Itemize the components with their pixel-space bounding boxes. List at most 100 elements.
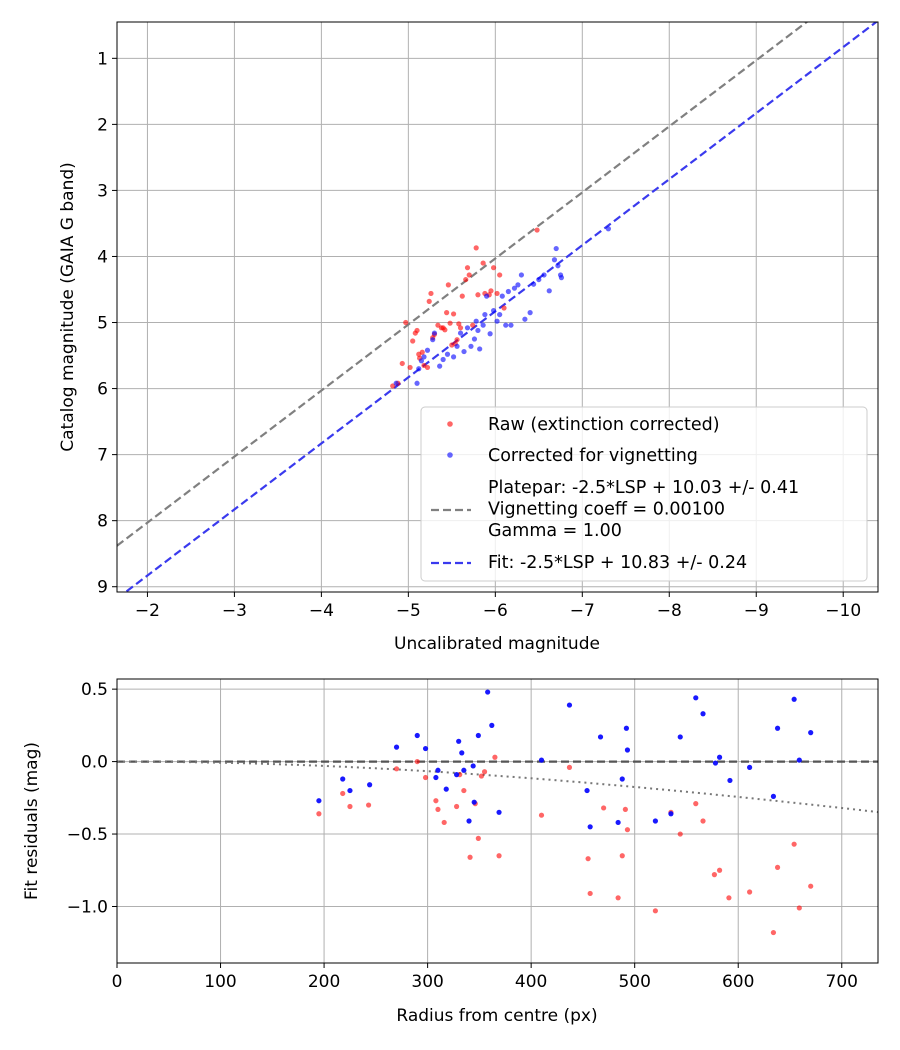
corrected-residual-point	[566, 702, 573, 708]
y-tick-label: 9	[97, 578, 108, 598]
corrected-residual-point	[489, 722, 495, 728]
corrected-residual-point	[538, 757, 545, 763]
raw-residual-point	[433, 798, 439, 804]
raw-point	[428, 290, 434, 297]
raw-residual-point	[467, 854, 473, 860]
corrected-residual-point	[433, 774, 439, 781]
raw-point	[457, 325, 464, 331]
raw-point	[490, 265, 497, 271]
corrected-point	[468, 343, 474, 349]
corrected-point	[450, 354, 457, 360]
legend-label-platepar: Platepar: -2.5*LSP + 10.03 +/- 0.41 Vigne…	[488, 478, 799, 541]
raw-residual-point	[652, 908, 658, 914]
legend-label-raw: Raw (extinction corrected)	[488, 415, 720, 435]
corrected-point	[555, 263, 561, 269]
raw-residual-point	[587, 890, 593, 897]
raw-point	[399, 360, 405, 367]
legend-label-line: Gamma = 1.00	[488, 521, 622, 541]
corrected-residual-point	[791, 696, 797, 702]
corrected-residual-point	[456, 738, 462, 744]
raw-residual-point	[435, 806, 441, 813]
corrected-residual-point	[393, 744, 400, 750]
corrected-point	[454, 343, 460, 349]
axes-frame	[116, 678, 879, 964]
corrected-point	[553, 245, 559, 252]
y-tick-label: 4	[97, 247, 108, 267]
raw-point	[445, 282, 451, 288]
corrected-point	[546, 288, 552, 294]
corrected-point	[457, 330, 464, 336]
corrected-residual-point	[367, 782, 373, 788]
raw-point	[419, 349, 425, 355]
x-tick-label: −7	[570, 601, 595, 621]
raw-residual-point	[693, 801, 699, 807]
corrected-point	[558, 275, 565, 281]
raw-residual-point	[538, 812, 545, 818]
raw-residual-point	[481, 769, 488, 775]
raw-point	[494, 290, 500, 297]
corrected-residual-point	[414, 732, 420, 739]
residuals-plot: 0 100 200 300 400 500 600 700 0.5 0.0 −0.5 −1.0 Ra…	[22, 678, 879, 1026]
corrected-residual-point	[712, 760, 719, 766]
corrected-point	[421, 354, 427, 360]
corrected-residual-point	[619, 776, 625, 782]
raw-point	[447, 320, 453, 326]
corrected-residual-point	[597, 734, 604, 740]
corrected-point	[497, 311, 503, 318]
raw-residual-point	[475, 835, 481, 841]
raw-residual-point	[700, 818, 706, 824]
corrected-residual-point	[693, 695, 699, 701]
raw-point	[442, 327, 448, 333]
corrected-residual-point	[770, 793, 777, 799]
raw-residual-point	[478, 773, 485, 779]
raw-residual-point	[619, 853, 625, 859]
y-tick-label: 5	[97, 314, 108, 334]
y-tick-label: 7	[97, 446, 108, 466]
corrected-point	[605, 226, 611, 232]
corrected-residual-point	[796, 757, 802, 763]
raw-residual-point	[316, 811, 322, 817]
x-tick-label: 100	[204, 972, 236, 992]
x-tick-label: −9	[744, 601, 769, 621]
raw-residual-point	[622, 806, 628, 813]
raw-residual-point	[492, 754, 498, 760]
y-tick-label: 2	[97, 115, 108, 135]
x-axis-label: Uncalibrated magnitude	[394, 634, 600, 654]
raw-point	[414, 327, 420, 334]
raw-residual-point	[441, 819, 447, 826]
corrected-residual-point	[471, 799, 477, 805]
raw-point	[501, 305, 507, 311]
x-tick-label: −8	[657, 601, 682, 621]
y-tick-label: 0.5	[81, 680, 108, 700]
y-axis-label: Fit residuals (mag)	[22, 742, 42, 900]
corrected-point	[505, 288, 511, 295]
x-tick-label: 500	[618, 972, 650, 992]
x-tick-label: 400	[515, 972, 547, 992]
raw-point	[473, 245, 479, 251]
corrected-point	[518, 272, 525, 278]
legend-marker-raw	[447, 421, 453, 427]
data-points	[316, 689, 814, 936]
corrected-residual-point	[587, 824, 593, 830]
corrected-point	[490, 308, 497, 314]
raw-residual-point	[347, 803, 353, 810]
y-tick-label: 0.0	[81, 753, 108, 773]
x-tick-label: 300	[411, 972, 443, 992]
corrected-point	[464, 325, 471, 331]
corrected-point	[444, 351, 451, 357]
raw-point	[444, 310, 450, 316]
x-axis-ticks: 0 100 200 300 400 500 600 700	[112, 963, 858, 992]
corrected-residual-point	[422, 745, 429, 752]
corrected-residual-point	[485, 689, 491, 695]
corrected-residual-point	[727, 777, 733, 784]
x-tick-label: −3	[222, 601, 247, 621]
raw-residual-point	[414, 758, 420, 765]
corrected-point	[508, 322, 514, 328]
raw-residual-point	[393, 766, 400, 772]
raw-residual-point	[615, 895, 621, 901]
corrected-residual-point	[435, 767, 441, 773]
raw-residual-point	[422, 774, 429, 781]
corrected-residual-point	[652, 818, 658, 824]
plot-background	[117, 679, 878, 963]
x-tick-label: 700	[826, 972, 858, 992]
